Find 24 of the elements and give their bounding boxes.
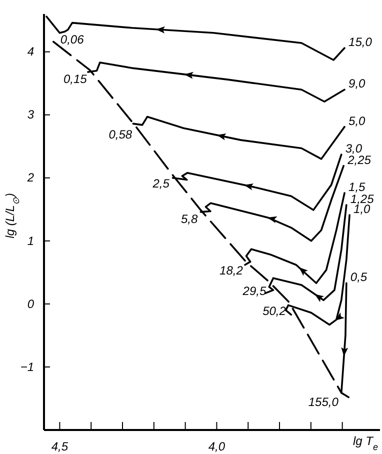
x-tick-label: 4,5	[51, 440, 68, 454]
annotation: 18,2	[220, 264, 244, 278]
annotation: 29,5	[242, 284, 266, 298]
annotation: 0,06	[60, 32, 84, 47]
annotation: 0,15	[63, 72, 88, 86]
y-tick-label: 3	[27, 108, 34, 122]
annotation: 0,58	[108, 128, 132, 142]
y-tick-label: 2	[26, 170, 34, 185]
y-tick-label: 1	[27, 234, 34, 248]
annotation: 155,0	[308, 394, 339, 409]
x-tick-label: 4,0	[208, 440, 226, 454]
series-label: 1,25	[350, 192, 374, 206]
annotation: 5,8	[181, 212, 198, 226]
series-label: 0,5	[350, 270, 368, 284]
series-label: 5,0	[348, 114, 366, 128]
series-label: 9,0	[348, 76, 366, 91]
annotation: 2,5	[152, 176, 170, 191]
annotation: 50,2	[262, 304, 286, 318]
x-axis-title: lg T$_{e}$	[352, 434, 378, 452]
y-tick-label: 0	[27, 296, 34, 311]
series-label: 15,0	[348, 35, 372, 50]
y-tick-label: −1	[20, 360, 34, 374]
y-tick-label: 4	[27, 44, 34, 59]
series-label: 1,5	[348, 180, 366, 194]
